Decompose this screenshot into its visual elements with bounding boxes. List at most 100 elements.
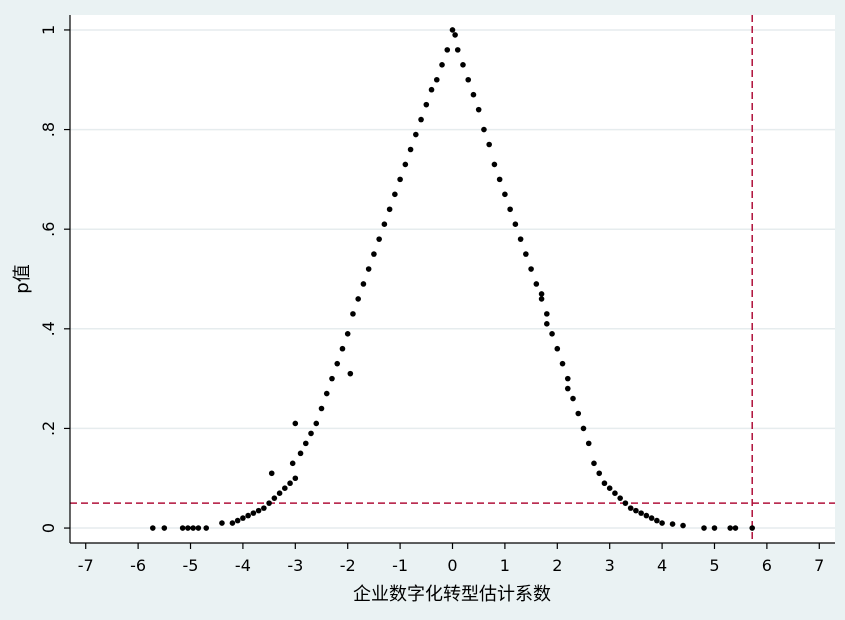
data-point: [554, 345, 561, 352]
data-point: [439, 62, 445, 68]
data-point: [475, 106, 482, 113]
reference-lines: [70, 15, 835, 543]
x-tick-label: -5: [183, 556, 199, 575]
plot-area: [70, 15, 835, 543]
data-point: [190, 525, 196, 531]
y-tick-label: .2: [39, 421, 58, 436]
x-tick-label: 7: [814, 556, 824, 575]
data-point: [302, 440, 309, 447]
data-point: [622, 500, 629, 506]
data-point: [250, 510, 257, 516]
data-point: [185, 525, 191, 531]
y-axis-title: p值: [12, 264, 33, 293]
data-point: [433, 76, 440, 83]
y-ticks: 0 .2 .4 .6 .8 1: [39, 25, 70, 533]
data-point: [627, 505, 634, 511]
data-point: [282, 485, 288, 492]
x-ticks: -7 -6 -5 -4 -3 -2 -1 0 1 2 3 4 5 6 7: [78, 543, 824, 575]
data-point: [601, 480, 608, 487]
data-point: [318, 405, 325, 412]
data-point: [392, 191, 398, 198]
data-point: [195, 525, 202, 531]
data-point: [638, 510, 644, 516]
data-point: [413, 131, 419, 138]
data-point: [606, 485, 613, 492]
y-tick-label: .6: [39, 222, 58, 237]
x-tick-label: 1: [500, 556, 510, 575]
data-point: [711, 525, 718, 531]
x-tick-label: -1: [392, 556, 408, 575]
data-point: [276, 490, 283, 496]
data-point: [533, 281, 540, 287]
data-point: [203, 525, 210, 531]
data-point: [444, 47, 451, 53]
x-axis-title: 企业数字化转型估计系数: [353, 584, 551, 605]
data-point: [407, 146, 414, 153]
data-point: [292, 420, 299, 427]
data-point: [544, 311, 550, 317]
data-point: [289, 460, 296, 467]
y-tick-label: .8: [39, 122, 58, 137]
data-point: [323, 390, 330, 397]
data-point: [496, 176, 503, 183]
scatter-series: [149, 27, 756, 531]
y-tick-label: 1: [39, 25, 58, 35]
x-tick-label: -7: [78, 556, 94, 575]
data-point: [360, 281, 367, 287]
data-point: [559, 360, 566, 367]
data-point: [428, 86, 435, 93]
data-point: [481, 126, 487, 133]
data-point: [418, 116, 424, 123]
data-point: [271, 495, 278, 501]
data-point: [347, 370, 354, 377]
data-point: [617, 495, 623, 501]
data-point: [544, 321, 550, 327]
y-tick-label: 0: [39, 523, 58, 533]
data-point: [517, 236, 524, 242]
data-point: [149, 525, 156, 531]
data-point: [344, 330, 351, 337]
data-point: [460, 62, 466, 68]
x-tick-label: -6: [130, 556, 146, 575]
data-point: [512, 221, 519, 228]
data-point: [633, 507, 639, 514]
data-point: [355, 296, 361, 302]
data-point: [397, 176, 403, 183]
data-point: [669, 521, 676, 527]
x-tick-label: -3: [287, 556, 303, 575]
data-point: [502, 191, 508, 198]
x-tick-label: 6: [762, 556, 772, 575]
data-point: [659, 520, 665, 526]
data-point: [549, 330, 555, 337]
data-point: [371, 251, 377, 257]
data-point: [179, 525, 186, 531]
data-point: [538, 296, 545, 302]
data-point: [229, 520, 236, 526]
data-point: [297, 450, 304, 457]
data-point: [454, 47, 461, 53]
data-point: [261, 505, 267, 511]
data-point: [266, 500, 272, 506]
data-point: [334, 360, 341, 367]
data-point: [365, 266, 372, 272]
data-point: [585, 440, 592, 447]
data-point: [749, 525, 756, 531]
data-point: [287, 480, 293, 487]
data-point: [648, 515, 655, 521]
data-point: [538, 291, 545, 297]
data-point: [381, 221, 388, 228]
data-point: [727, 525, 734, 531]
data-point: [564, 385, 571, 392]
data-point: [523, 251, 529, 257]
data-point: [308, 430, 314, 437]
data-point: [329, 375, 335, 382]
x-tick-label: -2: [340, 556, 356, 575]
data-point: [452, 32, 458, 38]
y-tick-label: .4: [39, 321, 58, 336]
data-point: [491, 161, 498, 168]
x-tick-label: 3: [605, 556, 615, 575]
data-point: [234, 517, 241, 524]
data-point: [643, 512, 650, 519]
data-point: [564, 375, 571, 382]
data-point: [528, 266, 534, 272]
